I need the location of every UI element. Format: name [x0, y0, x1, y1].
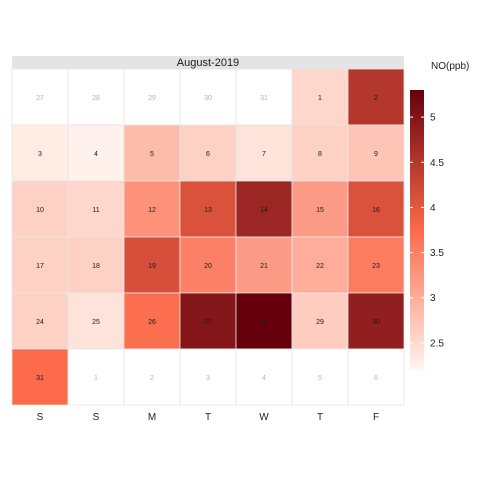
legend-colorbar: [410, 90, 424, 370]
calendar-cell: [123, 236, 181, 294]
day-number: 26: [148, 319, 156, 326]
day-number: 27: [36, 95, 44, 102]
day-number: 7: [262, 151, 266, 158]
day-number: 16: [372, 207, 380, 214]
calendar-cell: [347, 124, 405, 182]
day-number: 6: [206, 151, 210, 158]
day-number: 29: [316, 319, 324, 326]
calendar-cell: [347, 292, 405, 350]
month-title: August-2019: [177, 57, 239, 69]
day-number: 6: [374, 375, 378, 382]
legend-tick-label: 3: [430, 293, 436, 304]
day-number: 10: [36, 207, 44, 214]
calendar-cell: [123, 348, 181, 406]
day-number: 19: [148, 263, 156, 270]
day-number: 4: [94, 151, 98, 158]
legend-tick-label: 4: [430, 203, 436, 214]
day-number: 3: [206, 375, 210, 382]
month-strip: [12, 56, 404, 69]
legend-tick-label: 3.5: [430, 248, 444, 259]
day-number: 30: [372, 319, 380, 326]
day-number: 2: [150, 375, 154, 382]
weekday-label: S: [93, 412, 100, 423]
calendar-cell: [235, 180, 293, 238]
day-number: 12: [148, 207, 156, 214]
day-number: 9: [374, 151, 378, 158]
day-number: 11: [92, 207, 99, 214]
day-number: 24: [36, 319, 44, 326]
day-number: 29: [148, 95, 156, 102]
weekday-label: S: [37, 412, 44, 423]
calendar-cell: [179, 348, 237, 406]
day-number: 4: [262, 375, 266, 382]
day-number: 5: [318, 375, 322, 382]
day-number: 21: [260, 263, 268, 270]
calendar-cell: [179, 236, 237, 294]
calendar-cell: [179, 292, 237, 350]
calendar-cell: [11, 348, 69, 406]
weekday-label: T: [317, 412, 323, 423]
calendar-cell: [11, 180, 69, 238]
calendar-cell: [67, 124, 125, 182]
legend-title: NO(ppb): [431, 61, 469, 72]
weekday-label: T: [205, 412, 211, 423]
day-number: 13: [204, 207, 212, 214]
day-number: 17: [36, 263, 44, 270]
calendar-cell: [235, 124, 293, 182]
calendar-cell: [291, 292, 349, 350]
weekday-label: W: [259, 412, 269, 423]
legend-ticks: 2.5 3 3.5 4 4.5 5: [410, 113, 444, 349]
day-number: 30: [204, 95, 212, 102]
calendar-cell: [67, 348, 125, 406]
calendar-cell: [347, 348, 405, 406]
calendar-cell: [11, 236, 69, 294]
calendar-cell: [291, 348, 349, 406]
day-number: 1: [318, 95, 322, 102]
calendar-cell: [347, 180, 405, 238]
day-number: 23: [372, 263, 380, 270]
day-number: 18: [92, 263, 100, 270]
calendar-cell: [11, 124, 69, 182]
day-number: 8: [318, 151, 322, 158]
weekday-label: M: [148, 412, 156, 423]
calendar-cell: [347, 68, 405, 126]
calendar-cell: [291, 124, 349, 182]
calendar-cell: [235, 68, 293, 126]
legend-tick-label: 4.5: [430, 158, 444, 169]
day-number: 22: [316, 263, 324, 270]
calendar-cell: [291, 68, 349, 126]
calendar-cell: [235, 292, 293, 350]
day-number: 14: [260, 207, 268, 214]
calendar-cell: [11, 292, 69, 350]
legend-tick-label: 2.5: [430, 338, 444, 349]
calendar-cell: [347, 236, 405, 294]
day-number: 31: [260, 95, 268, 102]
day-number: 3: [38, 151, 42, 158]
day-number: 28: [260, 319, 268, 326]
day-number: 20: [204, 263, 212, 270]
day-number: 2: [374, 95, 378, 102]
day-number: 25: [92, 319, 100, 326]
calendar-cell: [123, 292, 181, 350]
day-number: 27: [204, 319, 212, 326]
day-number: 15: [316, 207, 324, 214]
day-number: 5: [150, 151, 154, 158]
day-number: 1: [94, 375, 98, 382]
calendar-cell: [179, 124, 237, 182]
legend-tick-label: 5: [430, 113, 436, 124]
calendar-cell: [291, 236, 349, 294]
weekday-label: F: [373, 412, 379, 423]
day-number: 28: [92, 95, 100, 102]
calendar-cell: [179, 180, 237, 238]
day-number: 31: [36, 375, 44, 382]
